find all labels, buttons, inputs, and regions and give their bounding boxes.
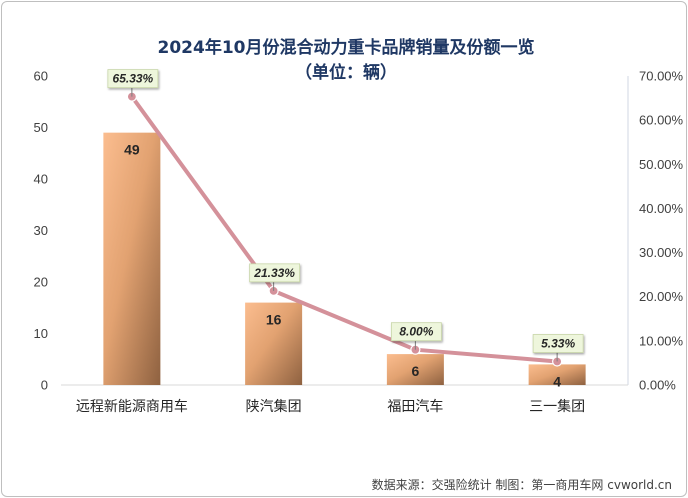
source-note: 数据来源：交强险统计 制图：第一商用车网 cvworld.cn bbox=[372, 477, 672, 492]
share-point-label: 8.00% bbox=[399, 325, 433, 339]
share-line bbox=[129, 94, 560, 364]
category-label: 远程新能源商用车 bbox=[76, 398, 188, 415]
bar bbox=[528, 364, 586, 385]
callout-box bbox=[390, 322, 442, 342]
callout-box bbox=[107, 69, 159, 89]
share-point-labels: 65.33% 21.33% 8.00% 5.33% bbox=[107, 69, 584, 362]
right-tick-label: 10.00% bbox=[639, 333, 684, 348]
category-labels: 远程新能源商用车 陕汽集团 福田汽车 三一集团 bbox=[76, 398, 585, 415]
category-label: 陕汽集团 bbox=[246, 398, 302, 415]
right-tick-label: 60.00% bbox=[639, 113, 684, 128]
bar-value-label: 49 bbox=[124, 142, 140, 158]
left-tick-label: 30 bbox=[34, 223, 48, 238]
callout-box bbox=[249, 263, 301, 283]
left-tick-label: 10 bbox=[34, 326, 48, 341]
chart-title: 2024年10月份混合动力重卡品牌销量及份额一览 bbox=[158, 37, 535, 58]
bar-series bbox=[103, 132, 586, 385]
share-point-label: 65.33% bbox=[113, 72, 154, 86]
right-tick-label: 20.00% bbox=[639, 289, 684, 304]
left-axis-ticks: 0 10 20 30 40 50 60 bbox=[34, 69, 48, 393]
right-tick-label: 50.00% bbox=[639, 157, 684, 172]
right-tick-label: 70.00% bbox=[639, 69, 684, 84]
bar-value-label: 16 bbox=[266, 312, 282, 328]
share-point-label: 5.33% bbox=[541, 336, 575, 350]
left-tick-label: 40 bbox=[34, 172, 48, 187]
category-label: 三一集团 bbox=[529, 398, 585, 415]
callout-box bbox=[532, 334, 584, 353]
bar-value-label: 4 bbox=[553, 373, 561, 389]
bar bbox=[386, 354, 444, 385]
chart-subtitle: （单位：辆） bbox=[295, 62, 397, 83]
bar-value-label: 6 bbox=[411, 363, 419, 379]
left-tick-label: 60 bbox=[34, 69, 48, 84]
bar-value-labels: 49 16 6 4 bbox=[124, 142, 561, 390]
bar bbox=[245, 302, 303, 385]
bar bbox=[103, 132, 161, 385]
share-line-series bbox=[126, 91, 563, 367]
left-tick-label: 0 bbox=[41, 378, 48, 393]
right-tick-label: 40.00% bbox=[639, 201, 684, 216]
left-tick-label: 50 bbox=[34, 120, 48, 135]
right-axis-ticks: 0.00% 10.00% 20.00% 30.00% 40.00% 50.00% 60.00… bbox=[639, 69, 684, 393]
category-label: 福田汽车 bbox=[387, 398, 443, 415]
left-tick-label: 20 bbox=[34, 275, 48, 290]
right-tick-label: 0.00% bbox=[639, 378, 676, 393]
share-point-label: 21.33% bbox=[253, 266, 295, 280]
right-tick-label: 30.00% bbox=[639, 245, 684, 260]
